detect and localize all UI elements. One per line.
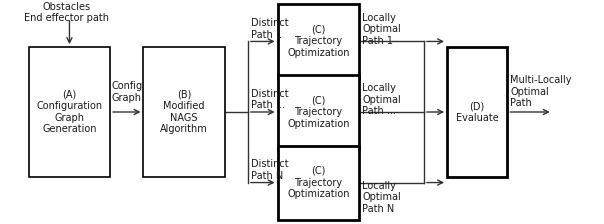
Text: (C)
Trajectory
Optimization: (C) Trajectory Optimization xyxy=(287,95,350,129)
Text: (B)
Modified
NAGS
Algorithm: (B) Modified NAGS Algorithm xyxy=(160,90,208,134)
Text: (C)
Trajectory
Optimization: (C) Trajectory Optimization xyxy=(287,25,350,58)
Text: Obstacles
End effector path: Obstacles End effector path xyxy=(24,2,109,23)
Text: Locally
Optimal
Path N: Locally Optimal Path N xyxy=(362,181,401,214)
Text: (D)
Evaluate: (D) Evaluate xyxy=(456,101,498,123)
FancyBboxPatch shape xyxy=(278,75,359,149)
FancyBboxPatch shape xyxy=(29,47,110,177)
Text: (A)
Configuration
Graph
Generation: (A) Configuration Graph Generation xyxy=(36,90,103,134)
FancyBboxPatch shape xyxy=(144,47,225,177)
Text: Locally
Optimal
Path ...: Locally Optimal Path ... xyxy=(362,83,401,116)
Text: Distinct
Path N: Distinct Path N xyxy=(251,159,289,181)
FancyBboxPatch shape xyxy=(278,4,359,78)
Text: Config
Graph: Config Graph xyxy=(111,81,143,103)
Text: Distinct
Path 1: Distinct Path 1 xyxy=(251,18,289,40)
FancyBboxPatch shape xyxy=(278,146,359,220)
Text: Distinct
Path ...: Distinct Path ... xyxy=(251,89,289,110)
Text: (C)
Trajectory
Optimization: (C) Trajectory Optimization xyxy=(287,166,350,199)
Text: Multi-Locally
Optimal
Path: Multi-Locally Optimal Path xyxy=(510,75,572,108)
FancyBboxPatch shape xyxy=(447,47,507,177)
Text: Locally
Optimal
Path 1: Locally Optimal Path 1 xyxy=(362,13,401,46)
